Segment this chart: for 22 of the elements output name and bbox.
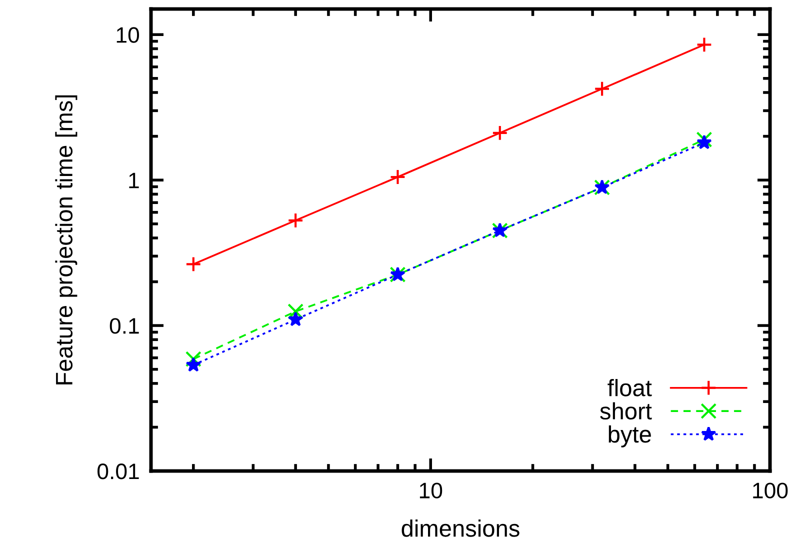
- legend-label: float: [608, 379, 652, 396]
- legend-label: byte: [608, 425, 651, 448]
- point: [594, 80, 610, 97]
- y-tick-label: 1: [129, 172, 139, 188]
- point: [696, 36, 712, 53]
- y-tick-label: 10: [116, 27, 140, 43]
- point: [696, 132, 712, 148]
- y-tick-label: 0.1: [110, 318, 139, 334]
- legend-label: short: [600, 402, 652, 420]
- y-tick-label: 0.01: [98, 464, 139, 480]
- point: [288, 212, 304, 228]
- point: [185, 256, 202, 272]
- point: [288, 303, 304, 320]
- point: [186, 357, 202, 372]
- point: [696, 134, 712, 150]
- point: [185, 351, 202, 368]
- point: [390, 169, 406, 185]
- point: [288, 312, 304, 326]
- point: [492, 124, 508, 141]
- x-tick-label: 100: [753, 482, 788, 498]
- x-axis-title: dimensions: [402, 519, 520, 537]
- y-axis-title: Feature projection time [ms]: [55, 95, 78, 384]
